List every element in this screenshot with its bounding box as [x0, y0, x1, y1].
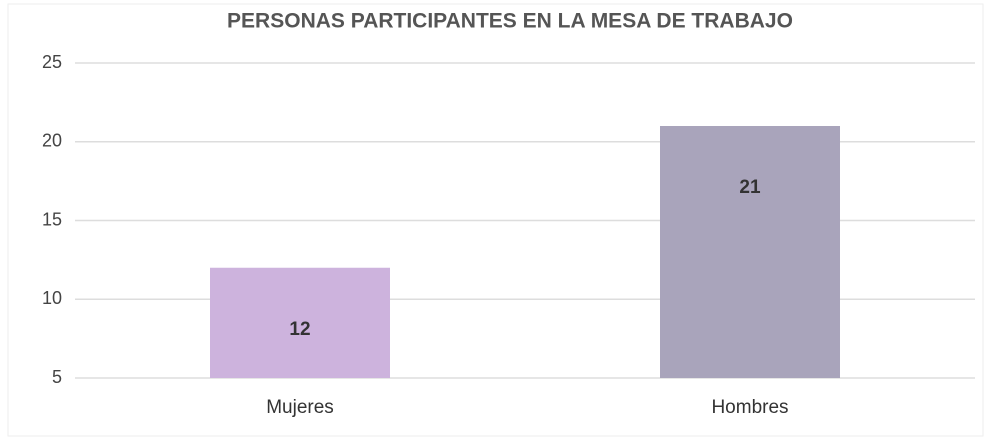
y-tick-label: 10 [42, 288, 62, 308]
data-label: 12 [289, 319, 310, 340]
chart-title: PERSONAS PARTICIPANTES EN LA MESA DE TRA… [227, 10, 793, 33]
y-tick-label: 25 [42, 52, 62, 72]
y-tick-label: 15 [42, 209, 62, 229]
x-tick-label: Mujeres [266, 397, 334, 418]
y-tick-label: 20 [42, 131, 62, 151]
y-tick-label: 5 [52, 367, 62, 387]
bar [660, 126, 840, 378]
x-tick-label: Hombres [711, 397, 788, 418]
data-label: 21 [739, 177, 761, 198]
bar [210, 267, 390, 378]
